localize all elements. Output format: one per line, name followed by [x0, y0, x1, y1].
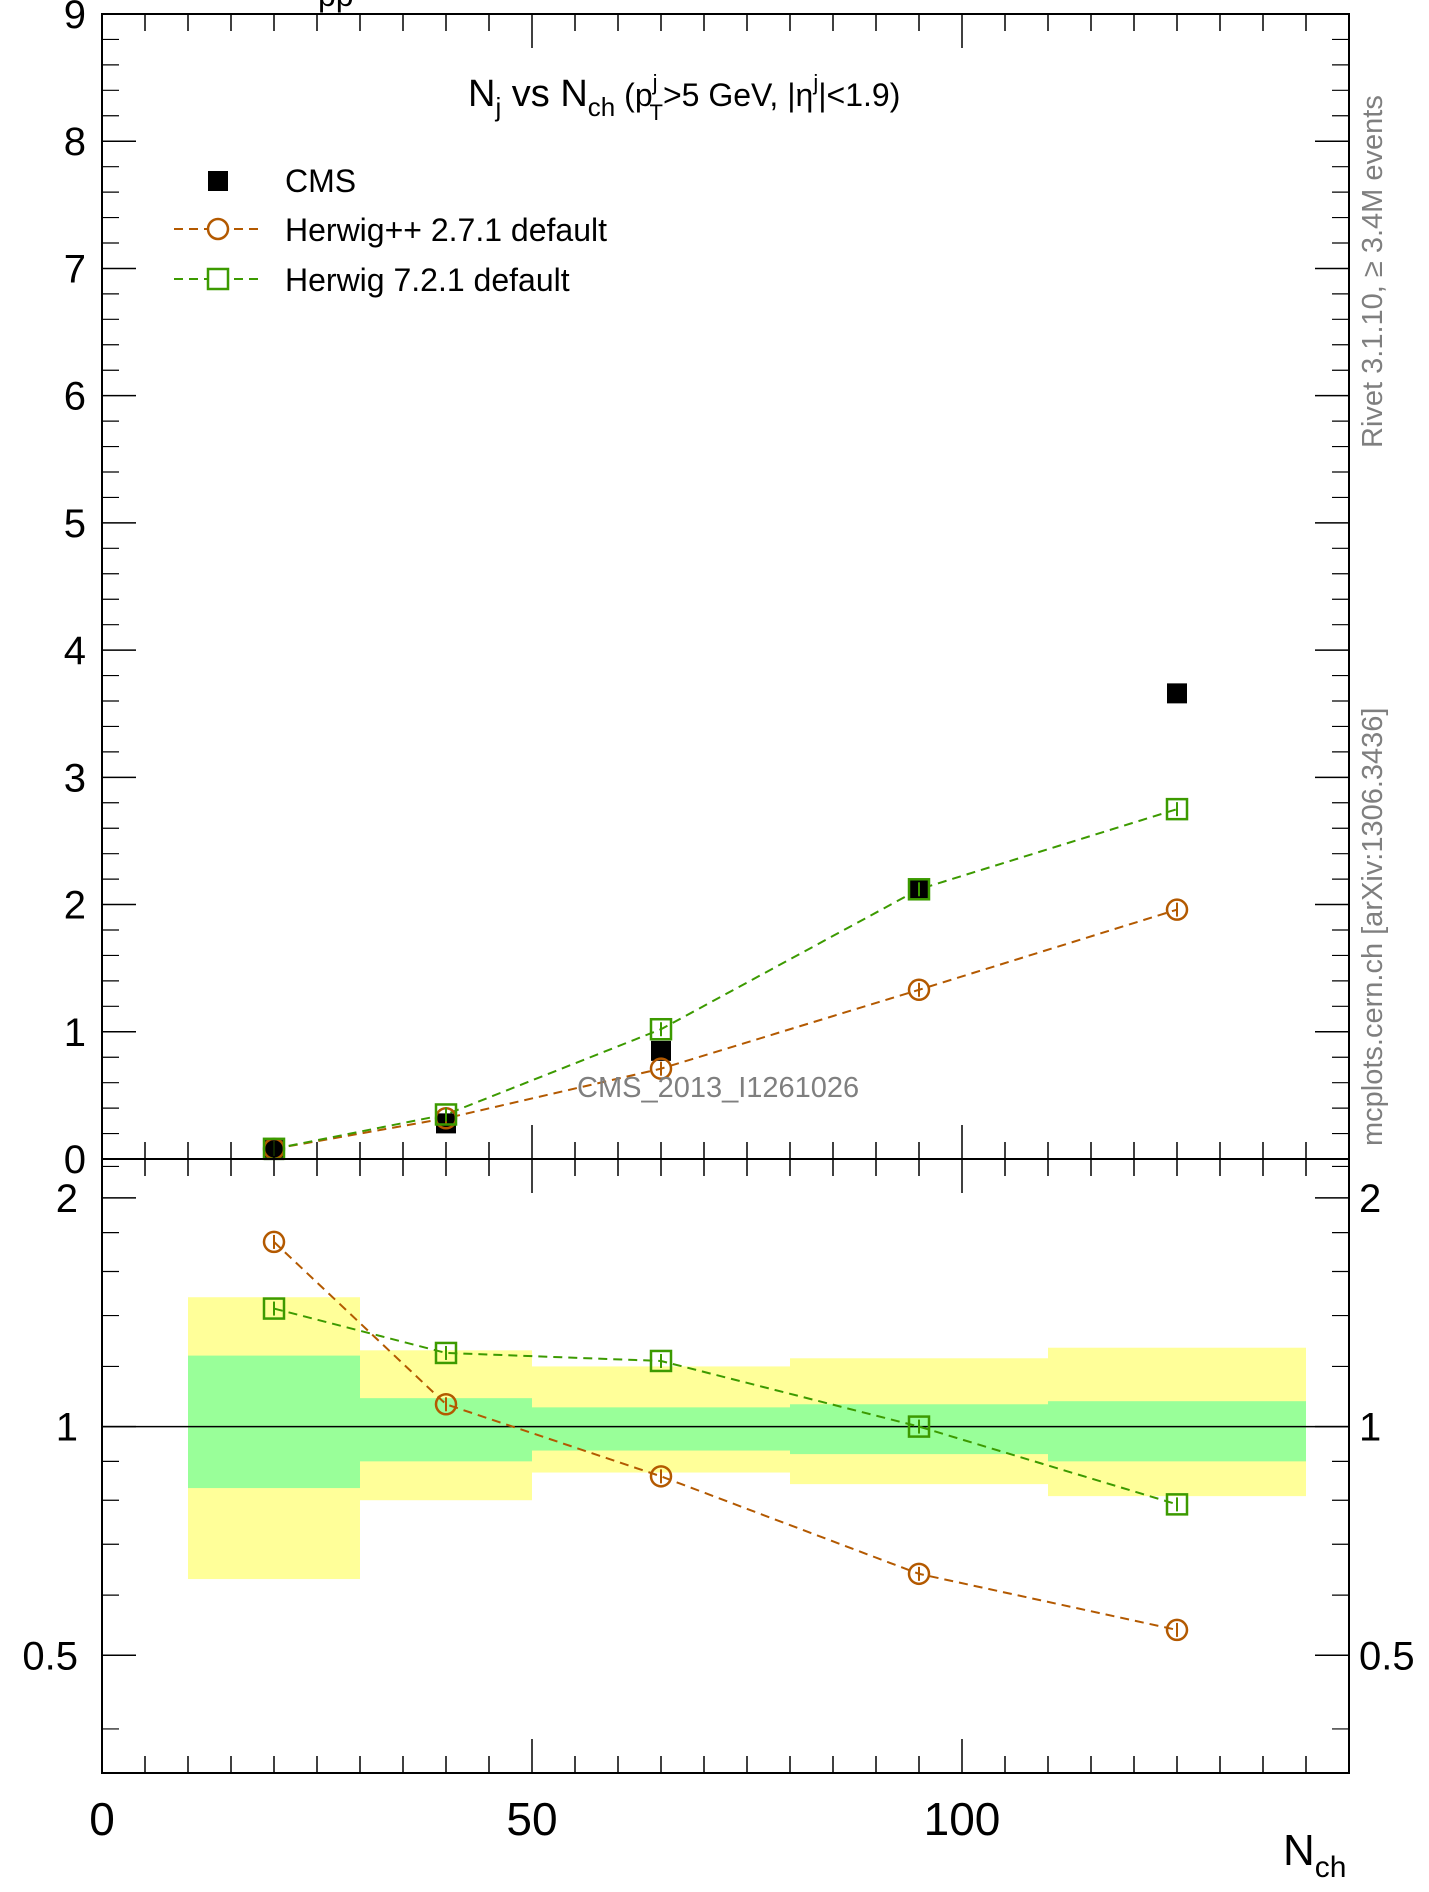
ratio-point-s1-2 — [649, 1349, 673, 1373]
main-ytick-label-6: 6 — [64, 375, 86, 419]
ratio-series-line-0 — [273, 1241, 1178, 1631]
ratio-point-s0-3-ring — [907, 1562, 931, 1586]
analysis-label: CMS_2013_I1261026 — [577, 1072, 859, 1104]
main-ytick-label-8: 8 — [64, 120, 86, 164]
main-ytick-label-5: 5 — [64, 502, 86, 546]
side-label-mcplots: mcplots.cern.ch [arXiv:1306.3436] — [1357, 708, 1389, 1146]
main-point-s1-4-ring — [1165, 898, 1189, 921]
legend-label-herwigpp: Herwig++ 2.7.1 default — [285, 212, 607, 248]
legend: CMS Herwig++ 2.7.1 default Herwig 7.2.1 … — [174, 163, 607, 298]
ratio-point-s1-4 — [1165, 1493, 1189, 1516]
ratio-ytick-label-left-1: 1 — [56, 1406, 78, 1450]
ratio-point-s1-3 — [907, 1415, 931, 1438]
side-label-rivet: Rivet 3.1.10, ≥ 3.4M events — [1357, 95, 1389, 448]
band-inner-2 — [532, 1407, 790, 1451]
legend-label-herwig7: Herwig 7.2.1 default — [285, 262, 570, 298]
legend-marker-herwigpp — [206, 217, 230, 241]
main-point-s2-2-box — [649, 1017, 673, 1041]
ratio-frame — [101, 1158, 1350, 1774]
ratio-point-s0-2-ring — [649, 1465, 673, 1488]
main-ytick-label-0: 0 — [64, 1138, 86, 1182]
ratio-ytick-label-right-1: 1 — [1359, 1406, 1381, 1450]
main-point-s0-2 — [651, 1040, 671, 1061]
main-series-line-1 — [273, 908, 1178, 1150]
ratio-point-s1-2-box — [649, 1349, 673, 1373]
main-ytick-label-1: 1 — [64, 1011, 86, 1055]
main-ytick-label-4: 4 — [64, 629, 86, 673]
series-lines — [273, 808, 1178, 1631]
ratio-ytick-label-left-2: 2 — [56, 1177, 78, 1221]
legend-entry-cms: CMS — [208, 163, 356, 199]
ratio-point-s1-0 — [262, 1297, 286, 1320]
main-ytick-label-9: 9 — [64, 0, 86, 37]
legend-entry-herwigpp: Herwig++ 2.7.1 default — [174, 212, 607, 248]
plot-title: Nj vs Nch (pj T>5 GeV, |ηj|<1.9) — [468, 70, 900, 125]
ratio-point-s1-0-box — [262, 1297, 286, 1320]
ratio-ytick-label-right-0: 0.5 — [1359, 1634, 1415, 1678]
ratio-ytick-label-left-0: 0.5 — [22, 1634, 78, 1678]
main-point-s1-3 — [907, 978, 931, 1002]
axis-ticks — [101, 13, 1350, 1773]
ratio-point-s1-1-box — [434, 1341, 458, 1365]
ratio-point-s0-0-ring — [262, 1230, 286, 1254]
top-partial-label: pp — [318, 0, 354, 13]
ratio-uncertainty-bands — [188, 1297, 1306, 1580]
main-point-s2-2 — [649, 1017, 673, 1041]
legend-entry-herwig7: Herwig 7.2.1 default — [174, 262, 570, 298]
axes-frames — [101, 13, 1350, 1774]
xtick-label-100: 100 — [924, 1793, 1001, 1845]
main-ytick-label-2: 2 — [64, 884, 86, 928]
legend-marker-herwig7 — [206, 267, 230, 291]
main-point-s2-4 — [1165, 797, 1189, 821]
main-point-s1-3-ring — [907, 978, 931, 1002]
ratio-point-s1-1 — [434, 1341, 458, 1365]
band-inner-4 — [1048, 1401, 1306, 1462]
xtick-label-50: 50 — [506, 1793, 557, 1845]
legend-label-cms: CMS — [285, 163, 356, 199]
ratio-point-s0-1 — [434, 1393, 458, 1416]
main-point-s2-3 — [907, 878, 931, 901]
ratio-point-s1-4-box — [1165, 1493, 1189, 1516]
ratio-point-s0-4 — [1165, 1618, 1189, 1642]
band-inner-0 — [188, 1355, 360, 1489]
ratio-point-s0-4-ring — [1165, 1618, 1189, 1642]
main-point-s1-2 — [649, 1057, 673, 1080]
ratio-point-s0-3 — [907, 1562, 931, 1586]
main-point-s2-1-box — [434, 1103, 458, 1126]
main-ytick-label-3: 3 — [64, 756, 86, 800]
main-point-s1-4 — [1165, 898, 1189, 921]
ratio-point-s0-1-ring — [434, 1393, 458, 1416]
main-point-s0-4 — [1167, 683, 1187, 704]
x-axis-label: Nch — [1283, 1826, 1346, 1884]
main-point-s1-2-ring — [649, 1057, 673, 1080]
main-point-s2-4-box — [1165, 797, 1189, 821]
ratio-point-s1-3-box — [907, 1415, 931, 1438]
legend-marker-cms — [208, 171, 228, 191]
ratio-point-s0-2 — [649, 1465, 673, 1488]
ratio-point-s0-0 — [262, 1230, 286, 1254]
data-markers — [262, 683, 1189, 1642]
main-ytick-label-7: 7 — [64, 247, 86, 291]
tick-labels: 0 1 2 3 4 5 6 7 8 9 0 50 100 0.5 0.5 1 1 2 2 — [22, 0, 1414, 1845]
xtick-label-0: 0 — [89, 1793, 115, 1845]
main-point-s2-3-box — [907, 878, 931, 901]
main-point-s2-1 — [434, 1103, 458, 1126]
ratio-ytick-label-right-2: 2 — [1359, 1177, 1381, 1221]
